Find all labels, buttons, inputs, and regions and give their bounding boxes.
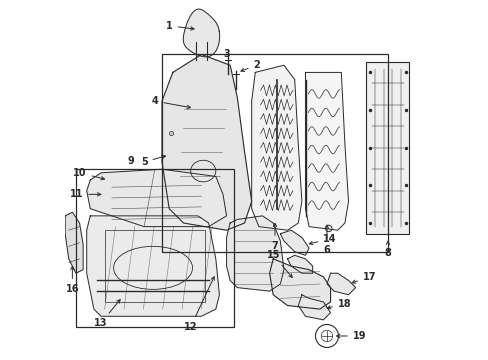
Bar — [104, 230, 204, 302]
Polygon shape — [65, 212, 83, 273]
Text: 16: 16 — [65, 266, 79, 294]
Text: 17: 17 — [351, 272, 376, 283]
Text: 10: 10 — [73, 168, 104, 180]
Text: 7: 7 — [271, 223, 278, 251]
Polygon shape — [86, 216, 219, 316]
Text: 2: 2 — [241, 60, 260, 72]
Text: 6: 6 — [323, 225, 330, 255]
Polygon shape — [287, 255, 312, 273]
Polygon shape — [298, 295, 330, 320]
Text: 14: 14 — [308, 234, 336, 245]
Bar — [162, 54, 387, 252]
Text: 1: 1 — [166, 21, 194, 31]
Text: 5: 5 — [141, 155, 165, 167]
Text: 15: 15 — [266, 250, 292, 278]
Text: 11: 11 — [69, 189, 101, 199]
Bar — [76, 169, 233, 327]
Text: 12: 12 — [183, 277, 214, 332]
Text: 3: 3 — [223, 49, 229, 59]
Text: 9: 9 — [127, 156, 134, 166]
Bar — [366, 62, 408, 234]
Text: 8: 8 — [384, 241, 390, 258]
Polygon shape — [86, 169, 226, 226]
Polygon shape — [305, 72, 348, 230]
Text: 19: 19 — [336, 331, 366, 341]
Polygon shape — [183, 9, 219, 57]
Text: 18: 18 — [326, 299, 351, 309]
Polygon shape — [251, 65, 301, 230]
Polygon shape — [226, 216, 284, 291]
Text: 4: 4 — [151, 96, 190, 109]
Polygon shape — [326, 273, 355, 295]
Polygon shape — [162, 54, 251, 230]
Polygon shape — [269, 259, 330, 309]
Text: 13: 13 — [94, 300, 120, 328]
Polygon shape — [280, 230, 308, 255]
